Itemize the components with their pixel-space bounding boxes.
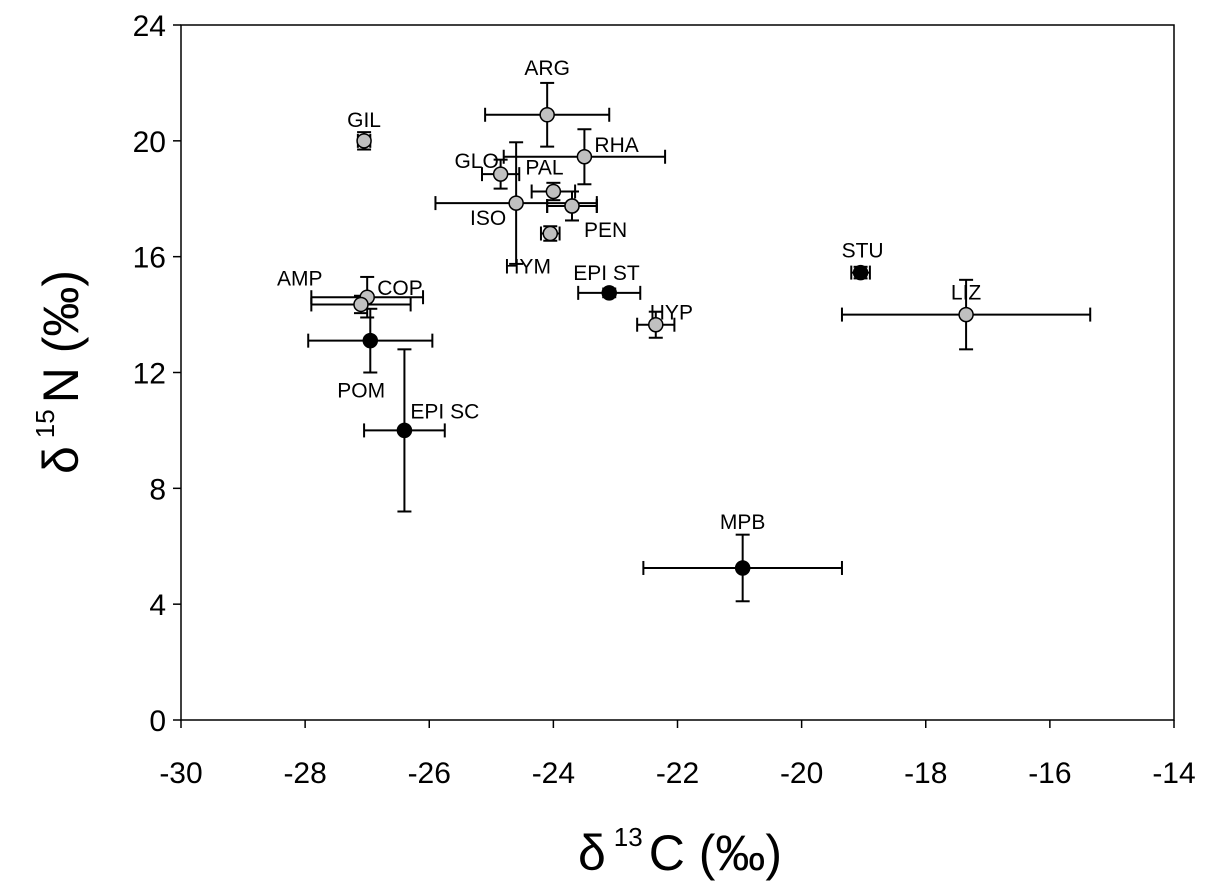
x-tick-label: -30 [159,757,202,790]
data-point [958,306,974,323]
x-tick-label: -26 [408,757,451,790]
data-point [601,285,617,301]
x-axis-title: δ 13 C (‰) [578,822,782,881]
y-axis-title-superscript: 15 [30,409,60,438]
point-label: ISO [470,207,506,230]
x-tick-label: -28 [283,757,326,790]
point-label: COP [377,277,423,300]
point-label: MPB [720,511,766,534]
point-label: HYM [504,256,551,279]
x-axis-title-superscript: 13 [614,822,643,852]
point-label: GIL [347,109,381,132]
point-label: HYP [650,302,693,325]
data-point [542,225,559,242]
y-tick-label: 0 [149,705,166,738]
data-point [576,149,593,165]
point-label: STU [842,240,884,263]
data-point [362,332,379,349]
plot-frame [180,24,1175,721]
y-tick-label: 8 [149,473,166,506]
data-point [508,195,524,211]
x-tick-label: -14 [1152,757,1195,790]
y-tick-label: 4 [149,589,166,622]
point-label: RHA [594,134,638,157]
data-point [648,316,664,333]
y-tick-label: 16 [133,242,166,275]
point-label: LIZ [951,282,982,305]
data-point [545,183,562,200]
y-axis-title: δ 15 N (‰) [30,270,89,474]
x-tick-label: -20 [780,757,823,790]
point-label: POM [337,380,385,403]
y-axis-title-symbol: δ [33,446,89,474]
x-axis-title-symbol: δ [578,825,606,881]
x-axis-title-main: C (‰) [649,825,782,881]
data-point [852,264,869,281]
data-point [539,107,555,123]
data-point [356,133,372,149]
y-tick-label: 24 [133,10,166,43]
y-tick-label: 12 [133,358,166,391]
y-axis-title-main: N (‰) [33,270,89,403]
point-label: ARG [524,57,570,80]
data-point [353,296,369,313]
data-point [396,422,413,439]
point-label: PEN [584,219,627,242]
x-tick-label: -16 [1028,757,1071,790]
point-label: EPI SC [410,400,479,423]
x-tick-label: -24 [532,757,575,790]
data-point [564,198,580,214]
point-label: EPI ST [573,262,640,285]
data-point [734,560,751,576]
data-point [492,166,509,182]
point-label: GLO [454,150,498,173]
x-tick-label: -22 [656,757,699,790]
x-tick-label: -18 [904,757,947,790]
point-label: PAL [525,157,563,180]
point-label: AMP [277,267,323,290]
y-tick-label: 20 [133,126,166,159]
